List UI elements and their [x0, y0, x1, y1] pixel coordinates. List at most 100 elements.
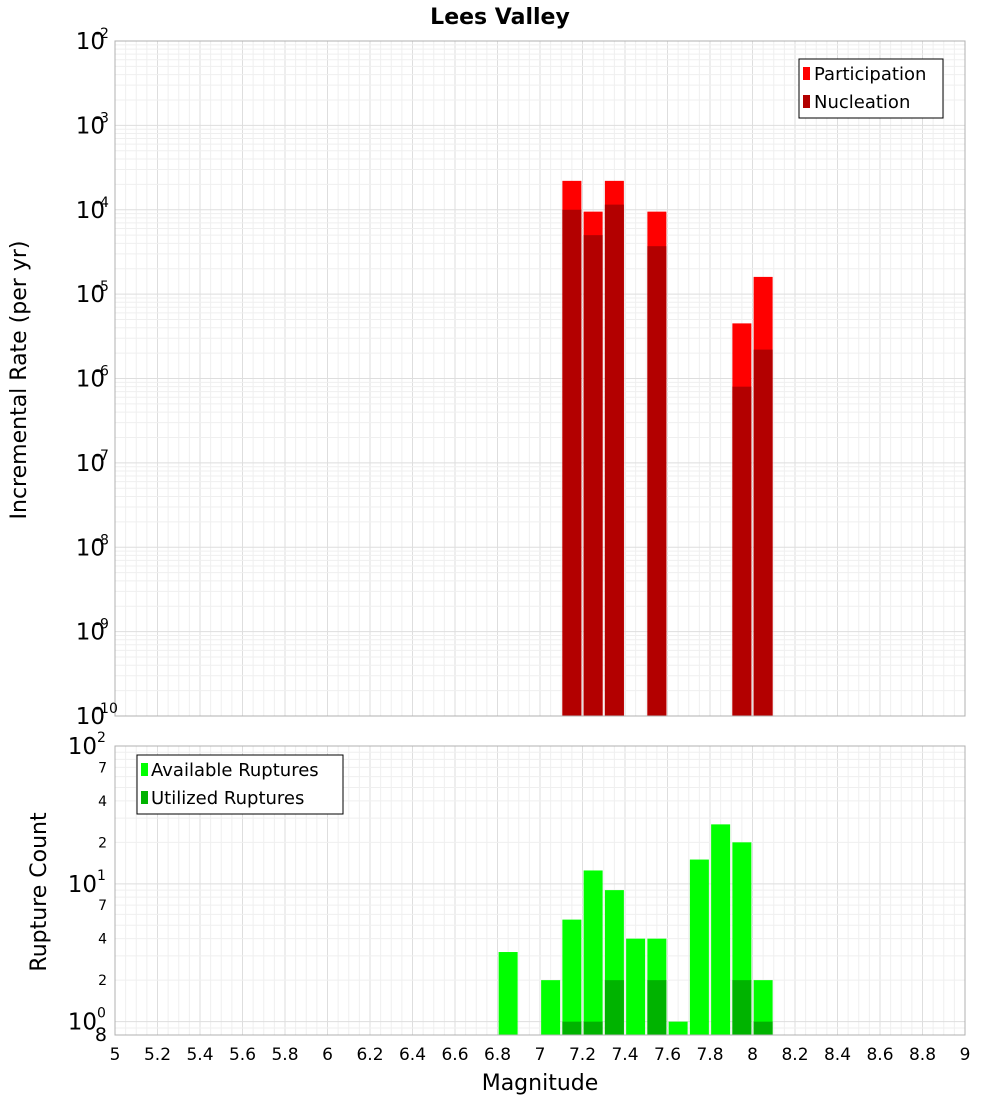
top-plot-bars — [562, 180, 773, 717]
y-tick-base: 10 — [76, 282, 105, 308]
y-tick-base: 10 — [76, 29, 105, 55]
y-tick-label: 10-9 — [76, 617, 109, 646]
x-tick-label: 7.8 — [696, 1045, 723, 1065]
nucleation-bar — [604, 204, 624, 717]
top-plot-grid — [114, 41, 966, 717]
x-axis-label: Magnitude — [482, 1071, 599, 1096]
available-ruptures-bar — [498, 952, 518, 1035]
y-tick-label: 10-3 — [76, 110, 109, 139]
y-tick-base: 10 — [76, 198, 105, 224]
available-ruptures-bar — [541, 980, 561, 1035]
x-tick-label: 6.2 — [356, 1045, 383, 1065]
x-tick-label: 6.6 — [441, 1045, 468, 1065]
bottom-y-axis-label: Rupture Count — [27, 812, 52, 972]
x-tick-label: 5.6 — [229, 1045, 256, 1065]
legend-label-utilized: Utilized Ruptures — [151, 788, 304, 809]
y-tick-label: 10-5 — [76, 279, 109, 308]
y-tick-label: 10-8 — [76, 532, 109, 561]
utilized-ruptures-bar — [604, 980, 624, 1035]
y-tick-base: 10 — [76, 620, 105, 646]
legend-swatch-participation — [803, 67, 810, 80]
nucleation-bar — [753, 349, 773, 716]
top-legend: Participation Nucleation — [798, 58, 944, 119]
x-tick-label: 7 — [535, 1045, 546, 1065]
y-minor-tick-label: 7 — [98, 760, 107, 776]
available-ruptures-bar — [562, 919, 582, 1035]
x-tick-label: 8.8 — [909, 1045, 936, 1065]
y-tick-base: 10 — [76, 113, 105, 139]
x-tick-labels: 5 5.2 5.4 5.6 5.8 6 6.2 6.4 6.6 6.8 7 7.2 7.4 7.6 7.8 8… — [110, 1045, 971, 1065]
y-tick-exponent: -3 — [95, 110, 109, 126]
x-tick-label: 7.6 — [654, 1045, 681, 1065]
x-tick-label: 8 — [747, 1045, 758, 1065]
bottom-plot-frame — [114, 745, 966, 1036]
bottom-legend: Available Ruptures Utilized Ruptures — [136, 754, 344, 815]
nucleation-bar — [562, 209, 582, 716]
y-minor-tick-label: 4 — [98, 932, 107, 948]
y-tick-label: 10-10 — [76, 701, 118, 730]
y-tick-base: 10 — [68, 872, 97, 898]
x-tick-label: 5.2 — [144, 1045, 171, 1065]
chart-title: Lees Valley — [430, 5, 570, 30]
nucleation-bar — [583, 235, 603, 716]
available-ruptures-bar — [689, 859, 709, 1035]
y-tick-label: 10-6 — [76, 364, 109, 393]
x-tick-label: 8.6 — [866, 1045, 893, 1065]
available-ruptures-bar — [583, 870, 603, 1035]
legend-label-participation: Participation — [814, 64, 926, 85]
top-plot-frame — [114, 40, 966, 717]
available-ruptures-bar — [668, 1021, 688, 1035]
x-tick-label: 8.4 — [824, 1045, 851, 1065]
x-tick-label: 5.8 — [271, 1045, 298, 1065]
y-minor-tick-label: 7 — [98, 898, 107, 914]
x-tick-label: 7.4 — [611, 1045, 638, 1065]
y-tick-exponent: 2 — [97, 730, 106, 746]
y-tick-exponent: -7 — [95, 448, 109, 464]
nucleation-bar — [732, 386, 752, 716]
legend-label-nucleation: Nucleation — [814, 92, 910, 113]
y-tick-exponent: -5 — [95, 279, 109, 295]
y-tick-exponent: -2 — [95, 26, 109, 42]
y-tick-label: 10 0 — [68, 1006, 106, 1036]
bottom-plot-bars — [498, 824, 773, 1035]
x-tick-label: 6 — [322, 1045, 333, 1065]
utilized-ruptures-bar — [583, 1021, 603, 1035]
legend-swatch-utilized — [141, 791, 148, 804]
legend-swatch-nucleation — [803, 95, 810, 108]
y-tick-label: 10-4 — [76, 195, 109, 224]
x-tick-label: 9 — [960, 1045, 971, 1065]
top-y-axis-label: Incremental Rate (per yr) — [7, 241, 32, 520]
utilized-ruptures-bar — [753, 1021, 773, 1035]
nucleation-bar — [647, 246, 667, 716]
y-tick-exponent: -6 — [95, 364, 109, 380]
y-tick-base: 10 — [76, 535, 105, 561]
top-legend-box — [798, 58, 944, 119]
y-tick-base: 10 — [68, 1010, 97, 1036]
available-ruptures-bar — [626, 938, 646, 1035]
y-tick-base: 10 — [68, 734, 97, 760]
y-tick-base: 10 — [76, 451, 105, 477]
y-tick-exponent: -10 — [95, 701, 118, 717]
bottom-legend-box — [136, 754, 344, 815]
y-tick-label: 10-2 — [76, 26, 109, 55]
y-tick-label: 10-7 — [76, 448, 109, 477]
x-tick-label: 5.4 — [186, 1045, 213, 1065]
x-tick-label: 6.4 — [399, 1045, 426, 1065]
y-tick-label: 10 1 — [68, 868, 106, 898]
available-ruptures-bar — [753, 980, 773, 1035]
y-minor-tick-label: 8 — [95, 1024, 107, 1046]
y-tick-exponent: 0 — [97, 1006, 106, 1022]
x-tick-label: 5 — [110, 1045, 121, 1065]
y-minor-tick-label: 2 — [98, 973, 107, 989]
y-tick-base: 10 — [76, 367, 105, 393]
legend-label-available: Available Ruptures — [151, 760, 319, 781]
utilized-ruptures-bar — [732, 980, 752, 1035]
available-ruptures-bar — [711, 824, 731, 1035]
utilized-ruptures-bar — [562, 1021, 582, 1035]
y-tick-label: 10 2 — [68, 730, 106, 760]
x-tick-label: 7.2 — [569, 1045, 596, 1065]
x-tick-label: 8.2 — [781, 1045, 808, 1065]
